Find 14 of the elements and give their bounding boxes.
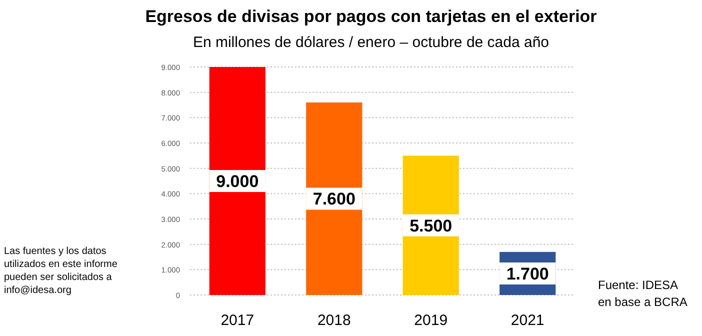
bar <box>209 67 266 295</box>
x-tick-label: 2018 <box>317 312 351 329</box>
x-tick-label: 2017 <box>220 312 254 329</box>
data-label: 5.500 <box>410 216 452 236</box>
x-tick-label: 2021 <box>510 312 544 329</box>
x-tick-label: 2019 <box>414 312 448 329</box>
data-label: 7.600 <box>312 190 356 209</box>
data-label: 1.700 <box>506 264 549 284</box>
data-label: 9.000 <box>216 172 259 191</box>
source-note: Fuente: IDESA en base a BCRA <box>598 278 688 309</box>
chart-subtitle: En millones de dólares / enero – octubre de cada año <box>192 34 550 51</box>
chart-title: Egresos de divisas por pagos con tarjetas en el exterior <box>145 7 598 26</box>
text: Las fuentes y los datos utilizados en este informe pueden ser solicitados a info@idesa.org <box>4 246 118 296</box>
bar <box>306 102 362 295</box>
